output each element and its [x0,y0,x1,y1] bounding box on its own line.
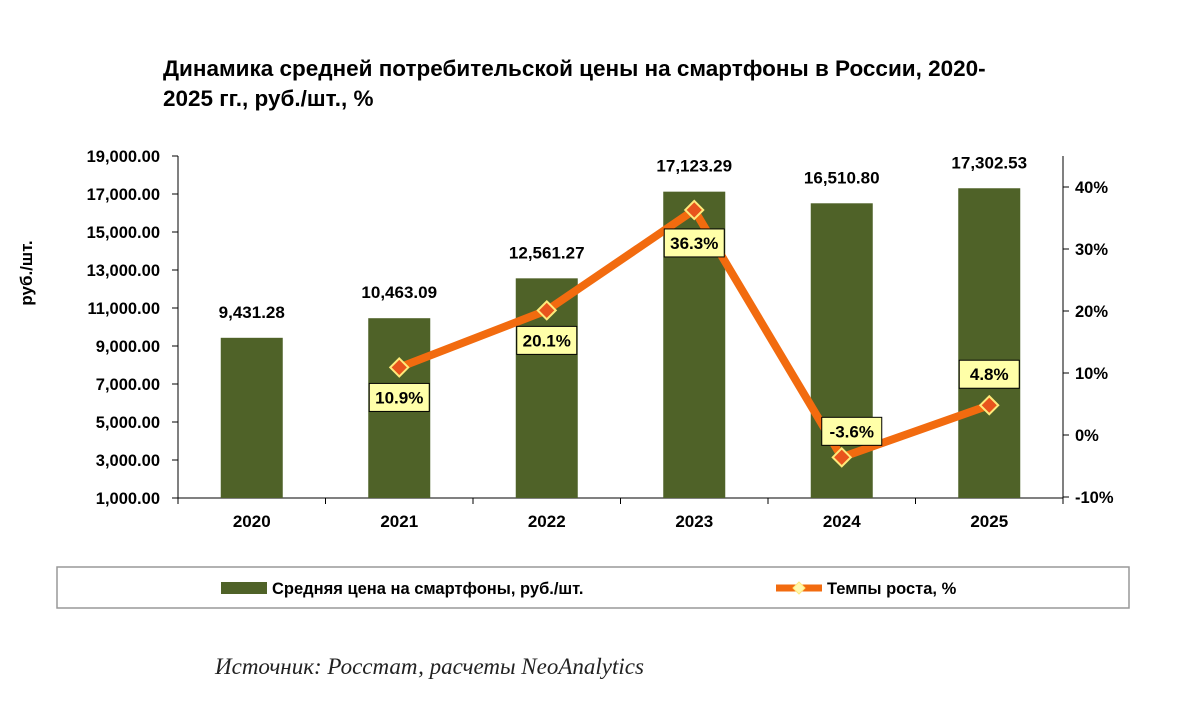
y-axis-title: руб./шт. [17,240,36,305]
y-tick-label: 3,000.00 [96,452,160,470]
y-tick-label: 9,000.00 [96,338,160,356]
legend-bar-swatch [221,582,267,594]
y-tick-label: 5,000.00 [96,414,160,432]
y-tick-label: 13,000.00 [87,262,160,280]
y-tick-label: 19,000.00 [87,148,160,166]
growth-label-box [516,325,578,355]
y-tick-label: 1,000.00 [96,490,160,508]
chart-title-line-2: 2025 гг., руб./шт., % [163,86,374,111]
bar-data-label: 9,431.28 [219,303,285,322]
growth-marker [978,394,1000,416]
growth-label-box [821,416,883,446]
x-tick-label: 2022 [528,512,566,531]
y2-tick-label: 20% [1075,303,1108,321]
growth-marker [388,357,410,378]
x-tick-label: 2025 [970,512,1008,531]
growth-marker [831,446,853,468]
y2-tick-label: 30% [1075,241,1108,259]
bar-data-label: 17,302.53 [951,153,1027,172]
growth-label-box [958,359,1020,389]
bar-data-label: 10,463.09 [361,283,437,302]
y-tick-label: 17,000.00 [87,186,160,204]
x-tick-label: 2020 [233,512,271,531]
growth-data-label: 4.8% [970,365,1009,384]
growth-marker [536,299,558,321]
source-note: Источник: Росстат, расчеты NeoAnalytics [215,654,644,679]
chart-title: Динамика средней потребительской цены на… [163,54,1063,114]
growth-label-box [663,228,725,258]
y2-tick-label: -10% [1075,489,1114,507]
y-tick-label: 7,000.00 [96,376,160,394]
bar [220,337,283,498]
legend-line-label: Темпы роста, % [827,580,957,598]
x-tick-label: 2023 [675,512,713,531]
chart-title-line-1: Динамика средней потребительской цены на… [163,56,986,81]
legend-bar-label: Средняя цена на смартфоны, руб./шт. [272,580,583,598]
growth-label-box [368,382,430,412]
growth-marker [683,199,705,221]
y-tick-label: 11,000.00 [88,300,161,318]
growth-data-label: -3.6% [830,422,874,441]
bar [958,188,1021,498]
bar-data-label: 17,123.29 [656,157,732,176]
bar-data-label: 16,510.80 [804,168,880,187]
bar-data-label: 12,561.27 [509,243,585,262]
x-tick-label: 2024 [823,512,861,531]
y2-tick-label: 10% [1075,365,1108,383]
y-tick-label: 15,000.00 [87,224,160,242]
y2-tick-label: 40% [1075,179,1108,197]
legend-box [56,566,1130,609]
x-tick-label: 2021 [380,512,418,531]
growth-data-label: 10.9% [375,388,423,407]
legend-line-marker [792,581,806,595]
growth-data-label: 20.1% [523,331,571,350]
growth-data-label: 36.3% [670,234,718,253]
y2-tick-label: 0% [1075,427,1099,445]
